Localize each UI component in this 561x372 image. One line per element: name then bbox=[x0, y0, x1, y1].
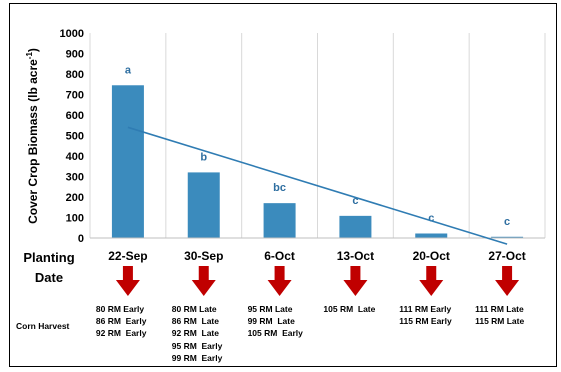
significance-letter: a bbox=[125, 64, 132, 76]
trendline bbox=[127, 126, 508, 245]
significance-letter: c bbox=[352, 195, 358, 207]
harvest-list: 111 RM Early 115 RM Early bbox=[399, 303, 451, 327]
x-tick-label: 6-Oct bbox=[264, 249, 295, 263]
y-tick-label: 1000 bbox=[60, 28, 84, 40]
figure-border bbox=[9, 3, 557, 367]
harvest-item: 80 RM Late bbox=[171, 304, 217, 314]
bar bbox=[415, 233, 448, 238]
y-tick-label: 500 bbox=[66, 131, 84, 143]
bar bbox=[263, 203, 296, 238]
y-axis-title: Cover Crop Biomass (lb acre-1) bbox=[25, 48, 40, 224]
harvest-item: 95 RM Late bbox=[247, 304, 293, 314]
harvest-item: 111 RM Late bbox=[475, 304, 524, 314]
significance-letter: c bbox=[428, 212, 434, 224]
y-tick-label: 0 bbox=[78, 233, 84, 245]
x-tick-labels: 22-Sep 30-Sep 6-Oct 13-Oct 20-Oct 27-Oct bbox=[108, 249, 526, 263]
harvest-item: 86 RM Early bbox=[95, 316, 147, 327]
harvest-item: 99 RM Early bbox=[171, 352, 223, 363]
down-arrow-icon bbox=[267, 266, 292, 296]
down-arrow-icon bbox=[419, 266, 444, 296]
harvest-item: 115 RM Late bbox=[475, 316, 525, 327]
y-tick-label: 300 bbox=[66, 172, 84, 184]
gridlines bbox=[89, 33, 546, 238]
significance-letters: a b bc c c c bbox=[125, 64, 510, 227]
y-tick-label: 200 bbox=[66, 192, 84, 204]
bar bbox=[491, 236, 524, 238]
x-tick-label: 30-Sep bbox=[184, 249, 223, 263]
significance-letter: b bbox=[200, 151, 207, 163]
harvest-item: 80 RM Early bbox=[95, 304, 145, 314]
y-tick-label: 900 bbox=[66, 49, 84, 61]
y-axis-title-close: ) bbox=[26, 48, 40, 52]
harvest-item: 115 RM Early bbox=[399, 316, 452, 327]
x-axis-title-line1: Planting bbox=[23, 250, 74, 265]
x-tick-label: 13-Oct bbox=[337, 249, 374, 263]
significance-letter: c bbox=[504, 216, 510, 228]
harvest-item: 105 RM Early bbox=[247, 328, 303, 339]
down-arrow-icon bbox=[495, 266, 520, 296]
harvest-arrows bbox=[115, 266, 520, 296]
harvest-item: 95 RM Early bbox=[171, 340, 223, 351]
corn-harvest-label: Corn Harvest bbox=[16, 321, 70, 331]
harvest-item: 99 RM Late bbox=[247, 316, 295, 327]
y-tick-label: 400 bbox=[66, 151, 84, 163]
down-arrow-icon bbox=[191, 266, 216, 296]
x-tick-label: 22-Sep bbox=[108, 249, 147, 263]
harvest-item: 111 RM Early bbox=[399, 304, 452, 314]
harvest-item: 92 RM Late bbox=[171, 328, 219, 339]
harvest-list: 111 RM Late 115 RM Late bbox=[475, 303, 524, 327]
harvest-item: 86 RM Late bbox=[171, 316, 219, 327]
bar bbox=[339, 215, 372, 238]
significance-letter: bc bbox=[273, 182, 286, 194]
y-tick-label: 800 bbox=[66, 69, 84, 81]
bar bbox=[187, 172, 220, 238]
y-tick-labels: 0 100 200 300 400 500 600 700 800 900 1000 bbox=[60, 28, 84, 245]
y-tick-label: 600 bbox=[66, 110, 84, 122]
harvest-item: 92 RM Early bbox=[95, 328, 147, 339]
y-tick-label: 700 bbox=[66, 90, 84, 102]
x-tick-label: 27-Oct bbox=[488, 249, 525, 263]
y-tick-label: 100 bbox=[66, 213, 84, 225]
bar bbox=[111, 85, 144, 239]
harvest-list: 105 RM Late bbox=[323, 303, 375, 315]
harvest-list: 80 RM Early 86 RM Early 92 RM Early bbox=[96, 303, 147, 340]
x-tick-label: 20-Oct bbox=[413, 249, 450, 263]
y-axis-title-superscript: -1 bbox=[25, 52, 34, 60]
y-axis-title-main: Cover Crop Biomass (lb acre bbox=[26, 59, 40, 224]
harvest-list: 80 RM Late 86 RM Late 92 RM Late 95 RM Earl… bbox=[172, 303, 223, 364]
harvest-item: 105 RM Late bbox=[323, 304, 376, 314]
down-arrow-icon bbox=[115, 266, 140, 296]
down-arrow-icon bbox=[343, 266, 368, 296]
bars bbox=[111, 85, 524, 239]
x-axis-title-line2: Date bbox=[35, 270, 63, 285]
harvest-list: 95 RM Late 99 RM Late 105 RM Early bbox=[248, 303, 303, 340]
